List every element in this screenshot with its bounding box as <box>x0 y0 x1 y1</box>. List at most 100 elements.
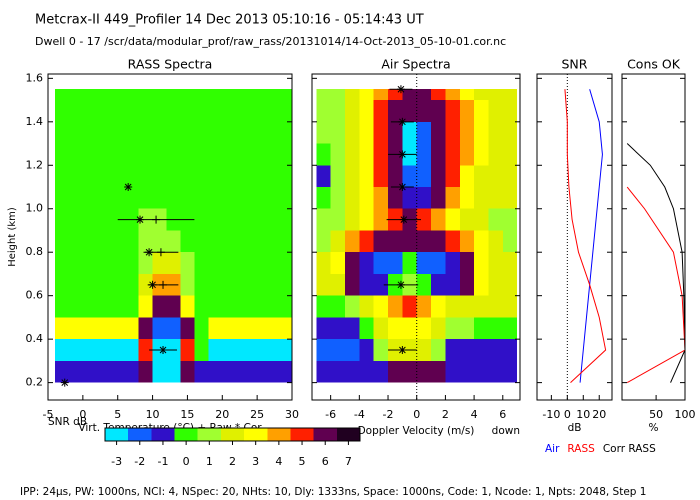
heat-cell <box>330 100 345 122</box>
heat-cell <box>330 230 345 253</box>
heat-cell <box>278 100 292 122</box>
heat-cell <box>68 295 83 318</box>
heat-cell <box>180 317 195 340</box>
plot-area <box>54 89 292 387</box>
heat-cell <box>316 100 331 122</box>
heat-cell <box>502 273 518 296</box>
heat-cell <box>54 89 69 101</box>
heat-cell <box>416 100 432 122</box>
profile-line <box>564 89 607 383</box>
heat-cell <box>488 100 503 122</box>
heat-cell <box>194 165 209 188</box>
heat-cell <box>236 230 251 253</box>
heat-cell <box>359 295 374 318</box>
heat-cell <box>264 295 279 318</box>
heat-cell <box>474 165 489 188</box>
heat-cell <box>54 360 69 383</box>
heat-cell <box>344 121 360 144</box>
heat-cell <box>502 121 518 144</box>
heat-cell <box>416 339 432 361</box>
heat-cell <box>194 187 209 209</box>
heat-cell <box>68 273 83 296</box>
heat-cell <box>82 208 97 231</box>
heat-cell <box>250 187 265 209</box>
heat-cell <box>82 317 97 340</box>
heat-cell <box>445 165 460 188</box>
heat-cell <box>373 100 389 122</box>
heat-cell <box>431 121 446 144</box>
heat-cell <box>459 89 475 101</box>
heat-cell <box>459 273 475 296</box>
heat-cell <box>264 208 279 231</box>
heat-cell <box>250 252 265 274</box>
heat-cell <box>222 360 237 383</box>
heat-cell <box>264 143 279 166</box>
heat-cell <box>250 89 265 101</box>
heat-cell <box>278 187 292 209</box>
heat-cell <box>416 360 432 383</box>
heat-cell <box>96 252 111 274</box>
heat-cell <box>388 100 403 122</box>
colorbar-tick-label: -2 <box>134 455 145 468</box>
heat-cell <box>488 252 503 274</box>
heat-cell <box>110 187 125 209</box>
heat-cell <box>431 143 446 166</box>
heat-cell <box>180 252 195 274</box>
colorbar-swatch <box>336 428 360 441</box>
heat-cell <box>278 317 292 340</box>
heat-cell <box>54 100 69 122</box>
heat-cell <box>416 230 432 253</box>
heat-cell <box>166 89 181 101</box>
heat-cell <box>264 121 279 144</box>
heat-cell <box>388 187 403 209</box>
heat-cell <box>373 295 389 318</box>
heat-cell <box>236 100 251 122</box>
heat-cell <box>474 89 489 101</box>
heat-cell <box>110 317 125 340</box>
heat-cell <box>344 317 360 340</box>
heat-cell <box>431 100 446 122</box>
heat-cell <box>124 165 139 188</box>
plot-area <box>316 74 518 400</box>
heat-cell <box>488 339 503 361</box>
heat-cell <box>488 208 503 231</box>
heat-cell <box>166 317 181 340</box>
heat-cell <box>416 252 432 274</box>
heat-cell <box>194 339 209 361</box>
heat-cell <box>110 339 125 361</box>
x-tick-label: 2 <box>442 408 449 421</box>
heat-cell <box>502 143 518 166</box>
heat-cell <box>373 230 389 253</box>
colorbar-label: SNR dB <box>48 416 87 428</box>
heat-cell <box>138 252 153 274</box>
y-axis-label: Height (km) <box>7 207 18 267</box>
heat-cell <box>344 165 360 188</box>
colorbar-swatch <box>220 428 245 441</box>
heat-cell <box>416 295 432 318</box>
heat-cell <box>330 165 345 188</box>
heat-cell <box>152 100 167 122</box>
heat-cell <box>373 187 389 209</box>
heat-cell <box>445 317 460 340</box>
y-tick-label: 0.2 <box>26 376 44 389</box>
colorbar-swatch <box>174 428 198 441</box>
heat-cell <box>96 187 111 209</box>
heat-cell <box>138 295 153 318</box>
heat-cell <box>124 317 139 340</box>
heat-cell <box>68 360 83 383</box>
x-tick-label: 0 <box>564 408 571 421</box>
heat-cell <box>445 187 460 209</box>
heat-cell <box>402 89 417 101</box>
x-tick-label: -4 <box>354 408 365 421</box>
heat-cell <box>344 339 360 361</box>
heat-cell <box>431 230 446 253</box>
heat-cell <box>373 360 389 383</box>
heat-cell <box>68 121 83 144</box>
heat-cell <box>359 339 374 361</box>
heat-cell <box>208 165 223 188</box>
frame <box>621 73 686 401</box>
heat-cell <box>208 143 223 166</box>
colorbar-swatch <box>197 428 221 441</box>
heat-cell <box>459 165 475 188</box>
heat-cell <box>431 252 446 274</box>
